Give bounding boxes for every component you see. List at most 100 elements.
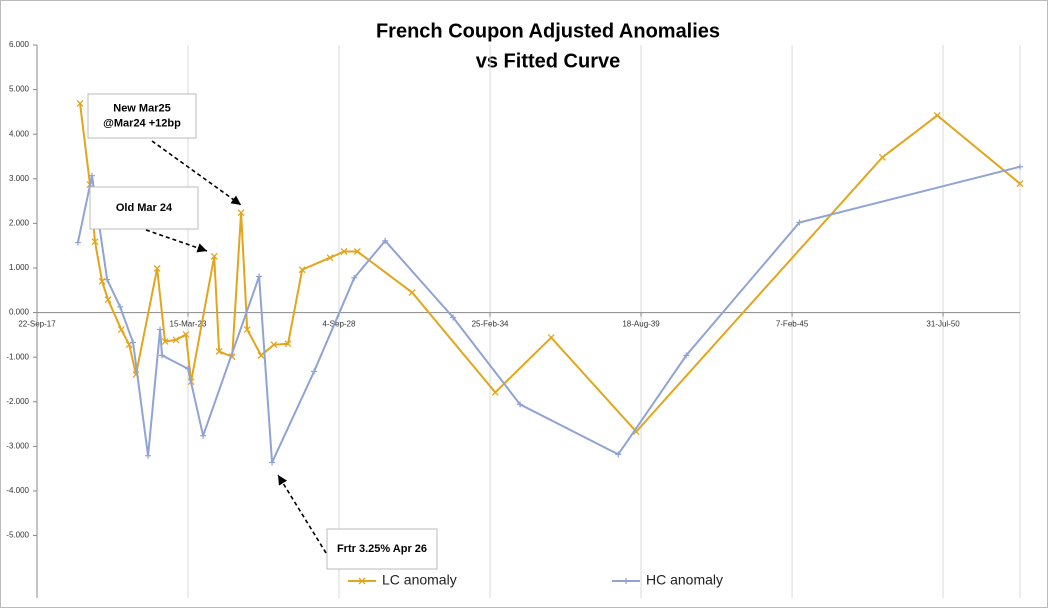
marker-stroke	[257, 351, 265, 359]
x-tick-label: 7-Feb-45	[776, 320, 809, 329]
marker	[182, 330, 190, 338]
marker	[88, 172, 95, 179]
legend-label: LC anomaly	[382, 572, 457, 588]
marker	[353, 248, 361, 255]
marker-stroke	[632, 428, 640, 436]
marker-stroke	[933, 112, 941, 119]
x-tick-label: 15-Mar-23	[170, 320, 207, 329]
marker	[237, 209, 245, 217]
marker	[145, 452, 152, 459]
annotation-text: Old Mar 24	[116, 202, 173, 214]
marker-stroke	[326, 254, 334, 262]
marker	[257, 351, 265, 359]
marker	[623, 578, 629, 584]
marker-stroke	[1016, 180, 1024, 188]
y-tick-label: 3.000	[9, 174, 30, 183]
marker	[683, 352, 690, 359]
marker	[243, 326, 251, 333]
marker-stroke	[491, 388, 499, 396]
marker	[269, 459, 276, 466]
y-tick-label: 5.000	[9, 85, 30, 94]
marker-stroke	[243, 326, 251, 333]
marker-stroke	[547, 334, 555, 342]
annotation-arrow	[277, 474, 327, 554]
marker	[1017, 163, 1023, 170]
x-tick-label: 4-Sep-28	[323, 320, 356, 329]
marker-stroke	[161, 338, 169, 346]
y-tick-label: -1.000	[6, 352, 29, 361]
marker-stroke	[153, 264, 161, 272]
marker	[104, 276, 111, 283]
annotation-box	[87, 93, 197, 139]
marker-stroke	[270, 341, 278, 349]
marker-stroke	[358, 577, 366, 585]
annotation-arrow	[145, 229, 208, 253]
marker	[153, 264, 161, 272]
marker-stroke	[210, 252, 218, 260]
marker	[796, 219, 803, 226]
marker	[878, 153, 886, 161]
marker	[326, 254, 334, 262]
y-tick-label: 4.000	[9, 129, 30, 138]
marker-stroke	[353, 248, 361, 255]
marker	[159, 352, 166, 359]
marker	[157, 326, 164, 333]
marker	[130, 339, 137, 346]
marker	[408, 289, 416, 296]
chart-title: French Coupon Adjusted Anomalies	[376, 20, 720, 42]
marker-stroke	[878, 153, 886, 161]
y-tick-label: 2.000	[9, 218, 30, 227]
marker	[117, 303, 124, 310]
marker-stroke	[76, 99, 84, 107]
marker	[74, 239, 81, 246]
marker	[76, 99, 84, 107]
marker-stroke	[104, 296, 112, 304]
annotation-box	[326, 528, 438, 570]
marker	[450, 314, 457, 321]
marker	[358, 577, 366, 585]
marker	[382, 237, 389, 244]
marker-stroke	[98, 277, 106, 285]
marker	[340, 248, 348, 255]
marker	[1016, 180, 1024, 188]
y-tick-label: -4.000	[6, 486, 29, 495]
annotation-arrow	[151, 140, 242, 206]
marker	[215, 347, 223, 355]
marker	[933, 112, 941, 119]
marker	[104, 296, 112, 304]
marker	[517, 401, 524, 408]
y-tick-label: 6.000	[9, 40, 30, 49]
annotation-text: New Mar25	[113, 102, 170, 114]
marker-stroke	[408, 289, 416, 296]
marker	[185, 365, 192, 372]
annotation-box	[89, 186, 199, 230]
y-tick-label: 0.000	[9, 308, 30, 317]
marker	[161, 338, 169, 346]
marker-stroke	[117, 326, 125, 333]
marker	[117, 326, 125, 333]
marker	[270, 341, 278, 349]
y-tick-label: -2.000	[6, 397, 29, 406]
marker	[200, 432, 207, 439]
marker-stroke	[298, 266, 306, 274]
x-tick-label: 18-Aug-39	[622, 320, 660, 329]
chart-title: vs Fitted Curve	[476, 50, 620, 72]
y-tick-label: -3.000	[6, 441, 29, 450]
marker	[491, 388, 499, 396]
marker-stroke	[182, 330, 190, 338]
marker	[284, 340, 292, 348]
marker	[311, 368, 318, 375]
y-tick-label: -5.000	[6, 531, 29, 540]
marker	[98, 277, 106, 285]
marker-stroke	[215, 347, 223, 355]
y-tick-label: 1.000	[9, 263, 30, 272]
marker	[210, 252, 218, 260]
marker	[91, 238, 99, 246]
marker-stroke	[237, 209, 245, 217]
series-line	[79, 103, 1021, 434]
marker	[351, 274, 358, 281]
annotation-text: @Mar24 +12bp	[103, 117, 181, 129]
marker	[172, 336, 180, 344]
